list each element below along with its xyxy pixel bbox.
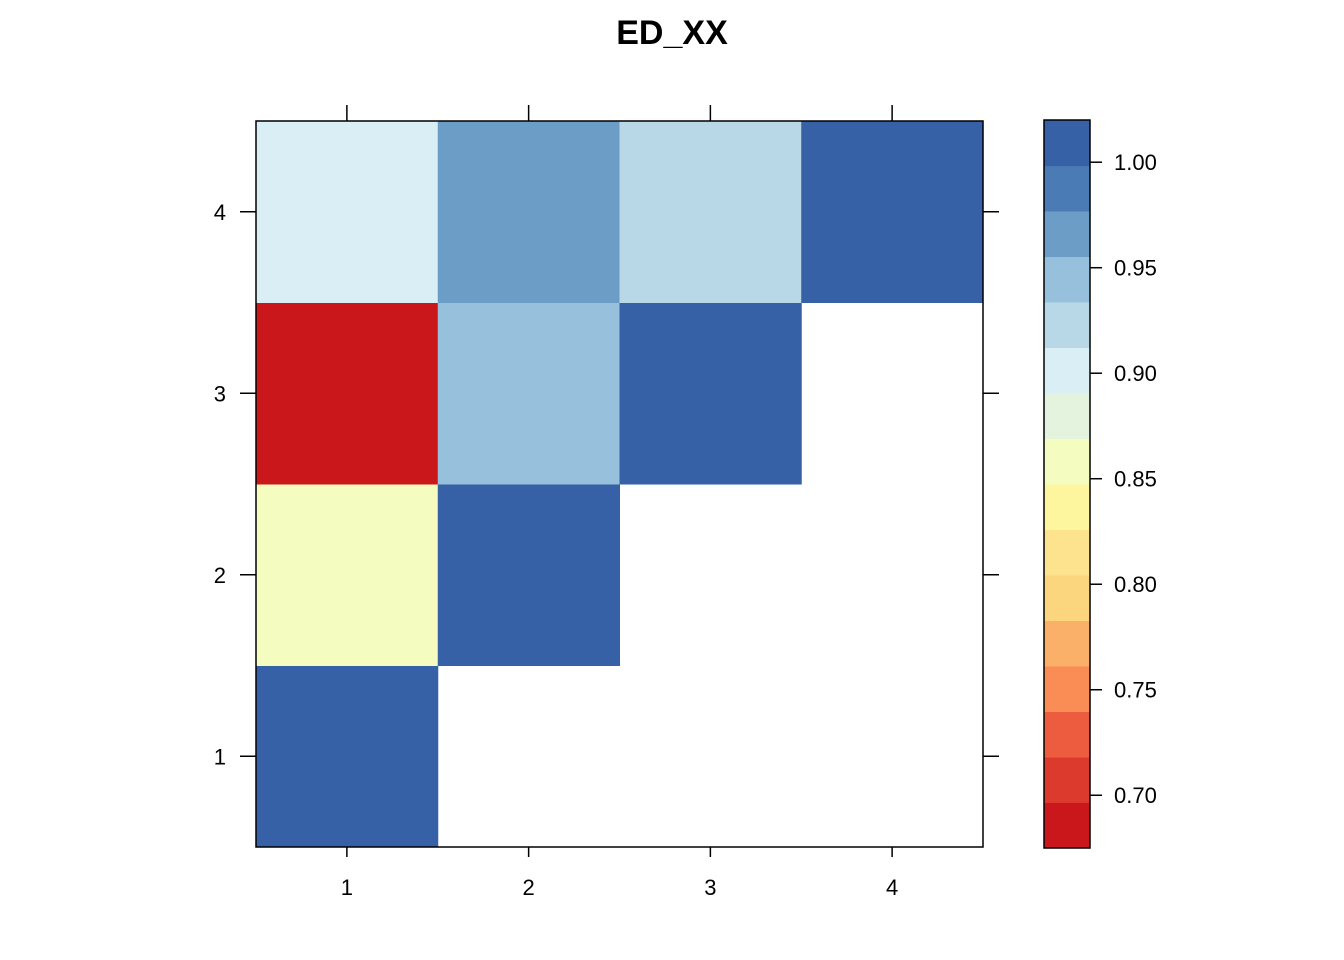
x-tick-label-4: 4 xyxy=(886,875,898,900)
x-tick-label-1: 1 xyxy=(341,875,353,900)
heatmap-cell-1-1 xyxy=(256,665,439,848)
colorbar-bin-12 xyxy=(1044,256,1090,303)
chart-title: ED_XX xyxy=(616,14,728,52)
heatmap-cell-2-4 xyxy=(437,121,620,303)
colorbar-bin-11 xyxy=(1044,301,1090,348)
colorbar-tick-label-0.95: 0.95 xyxy=(1114,256,1157,281)
heatmap-cells xyxy=(256,121,984,848)
colorbar-bin-0 xyxy=(1044,802,1090,849)
heatmap-cell-2-3 xyxy=(437,302,620,485)
colorbar-tick-label-0.85: 0.85 xyxy=(1114,467,1157,492)
colorbar-bin-3 xyxy=(1044,665,1090,712)
x-tick-label-3: 3 xyxy=(704,875,716,900)
heatmap-cell-3-3 xyxy=(619,302,802,485)
colorbar-frame xyxy=(1043,119,1091,849)
colorbar-tick-label-0.75: 0.75 xyxy=(1114,678,1157,703)
heatmap-cell-1-4 xyxy=(256,121,439,303)
y-tick-label-3: 3 xyxy=(214,381,226,406)
colorbar-bin-10 xyxy=(1044,347,1090,394)
y-tick-label-1: 1 xyxy=(214,744,226,769)
colorbar-tick-label-0.70: 0.70 xyxy=(1114,783,1157,808)
y-tick-label-2: 2 xyxy=(214,563,226,588)
axes: 1 2 3 4 1 2 3 4 xyxy=(214,105,999,900)
colorbar-bin-13 xyxy=(1044,210,1090,258)
colorbar-axis: 0.70 0.75 0.80 0.85 0.90 0.95 1.00 xyxy=(1090,150,1157,808)
colorbar-bin-9 xyxy=(1044,393,1090,439)
colorbar-bin-1 xyxy=(1044,757,1090,803)
colorbar-bin-5 xyxy=(1044,574,1090,622)
colorbar-bin-4 xyxy=(1044,620,1090,667)
plot-frame xyxy=(255,120,984,848)
colorbar-bin-6 xyxy=(1044,529,1090,576)
colorbar-tick-label-1.00: 1.00 xyxy=(1114,150,1157,175)
heatmap-cell-4-4 xyxy=(801,121,984,303)
colorbar-tick-label-0.80: 0.80 xyxy=(1114,572,1157,597)
y-tick-label-4: 4 xyxy=(214,200,226,225)
heatmap-cell-1-2 xyxy=(256,484,439,666)
colorbar-bin-2 xyxy=(1044,711,1090,758)
heatmap-cell-3-4 xyxy=(619,121,802,303)
colorbar-bin-8 xyxy=(1044,438,1090,485)
colorbar xyxy=(1043,119,1091,849)
colorbar-bin-15 xyxy=(1044,120,1090,167)
colorbar-bin-14 xyxy=(1044,165,1090,212)
colorbar-bin-7 xyxy=(1044,484,1090,531)
colorbar-tick-label-0.90: 0.90 xyxy=(1114,361,1157,386)
heatmap-cell-2-2 xyxy=(437,484,620,666)
heatmap-cell-1-3 xyxy=(256,302,439,485)
x-tick-label-2: 2 xyxy=(523,875,535,900)
